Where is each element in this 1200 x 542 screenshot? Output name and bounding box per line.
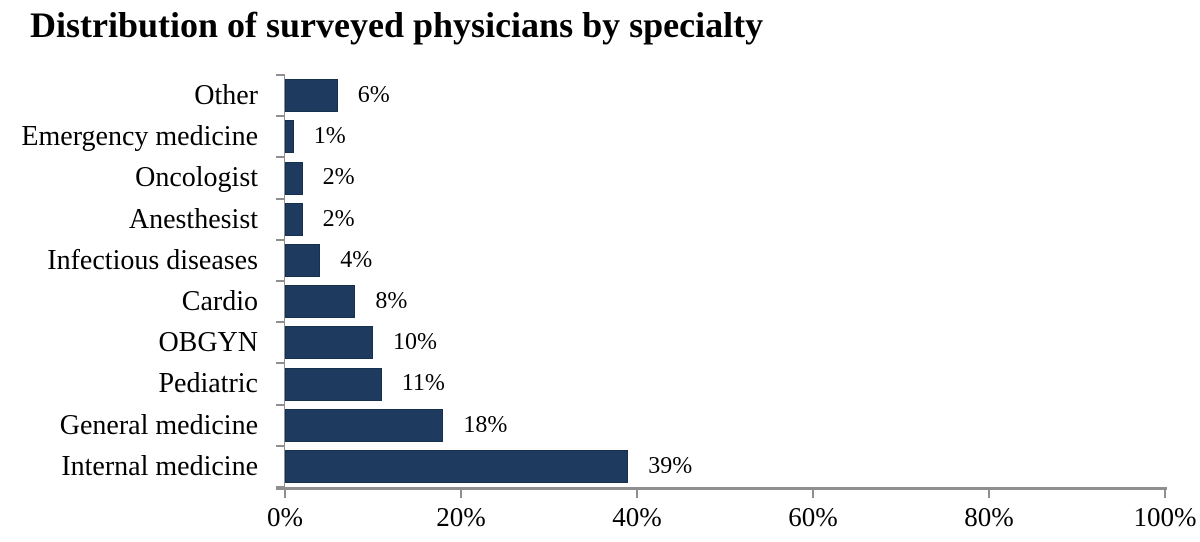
x-axis-tick <box>284 489 286 498</box>
x-tick-label: 40% <box>612 502 662 532</box>
x-tick-label: 0% <box>267 502 303 532</box>
x-tick-label: 20% <box>436 502 486 532</box>
x-axis-tick <box>1164 489 1166 498</box>
bar <box>285 120 294 154</box>
y-axis-tick <box>276 156 285 159</box>
bar <box>285 367 382 401</box>
value-label: 39% <box>648 452 693 479</box>
category-label: Pediatric <box>158 368 258 400</box>
x-axis-line <box>276 487 1167 490</box>
y-axis-tick <box>276 362 285 365</box>
category-label: Oncologist <box>135 162 258 194</box>
y-axis-tick <box>276 197 285 200</box>
value-label: 6% <box>357 82 390 108</box>
y-axis-tick <box>276 444 285 447</box>
category-label: Internal medicine <box>61 450 258 482</box>
category-label: General medicine <box>59 409 258 441</box>
x-axis-tick <box>636 489 638 498</box>
x-axis-tick <box>812 489 814 498</box>
category-label: Emergency medicine <box>21 121 258 153</box>
category-label: Other <box>194 80 258 111</box>
bar <box>285 449 629 483</box>
y-axis-tick <box>276 403 285 406</box>
category-label: Infectious diseases <box>47 244 258 276</box>
x-tick-label: 80% <box>964 502 1014 532</box>
category-label: Anesthesist <box>128 203 258 235</box>
value-label: 4% <box>340 246 373 273</box>
value-label: 18% <box>463 411 508 438</box>
y-axis-tick <box>276 115 285 118</box>
value-label: 8% <box>375 288 408 314</box>
bar <box>285 285 356 319</box>
y-axis-tick <box>276 280 285 282</box>
value-label: 2% <box>322 205 355 232</box>
x-axis-tick <box>988 489 990 498</box>
x-tick-label: 100% <box>1133 502 1197 532</box>
bar <box>285 243 321 277</box>
bar <box>285 326 373 360</box>
bar <box>285 79 338 113</box>
bar <box>285 202 303 236</box>
bar <box>285 408 444 442</box>
y-axis-tick <box>276 321 285 324</box>
y-axis-tick <box>276 74 285 76</box>
chart-title: Distribution of surveyed physicians by s… <box>30 5 764 45</box>
category-label: Cardio <box>181 286 258 317</box>
bar <box>285 161 303 195</box>
value-label: 11% <box>401 370 445 397</box>
value-label: 1% <box>313 123 346 150</box>
category-label: OBGYN <box>158 327 258 359</box>
x-axis-tick <box>460 489 462 498</box>
value-label: 2% <box>322 164 355 191</box>
x-tick-label: 60% <box>788 502 838 532</box>
y-axis-tick <box>276 238 285 241</box>
value-label: 10% <box>393 329 437 356</box>
